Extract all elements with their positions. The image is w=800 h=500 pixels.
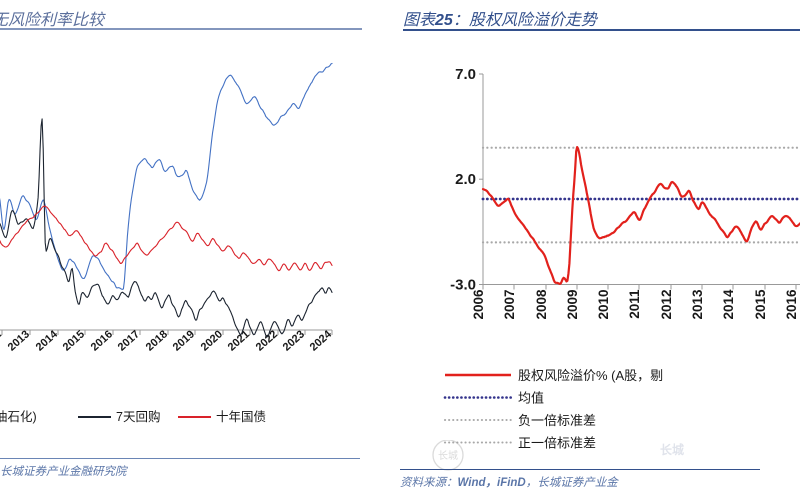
svg-text:2015: 2015 <box>753 289 768 320</box>
svg-text:2.0: 2.0 <box>455 171 476 188</box>
svg-text:7天回购: 7天回购 <box>116 409 160 424</box>
svg-text:2012: 2012 <box>659 290 674 320</box>
svg-text:2007: 2007 <box>502 290 517 320</box>
svg-text:2013: 2013 <box>690 289 705 320</box>
svg-text:长城: 长城 <box>660 442 684 457</box>
svg-text:2020: 2020 <box>199 328 225 353</box>
svg-text:2023: 2023 <box>281 328 307 353</box>
svg-text:均值: 均值 <box>518 391 544 406</box>
svg-text:长城: 长城 <box>438 450 458 462</box>
svg-text:2009: 2009 <box>565 290 580 320</box>
svg-text:2022: 2022 <box>254 328 280 353</box>
svg-text:2016: 2016 <box>89 328 115 353</box>
svg-text:油石化): 油石化) <box>0 410 37 424</box>
svg-text:2010: 2010 <box>596 290 611 320</box>
svg-text:2016: 2016 <box>784 289 799 320</box>
svg-text:2015: 2015 <box>61 328 87 353</box>
svg-text:2017: 2017 <box>116 328 142 353</box>
svg-text:负一倍标准差: 负一倍标准差 <box>518 413 596 428</box>
svg-text:十年国债: 十年国债 <box>216 410 266 424</box>
svg-text:2006: 2006 <box>471 289 486 320</box>
svg-text:2013: 2013 <box>6 328 32 353</box>
svg-text:2014: 2014 <box>721 289 736 320</box>
svg-text:2018: 2018 <box>144 328 170 353</box>
svg-text:2014: 2014 <box>34 328 61 354</box>
svg-text:2008: 2008 <box>534 289 549 320</box>
svg-text:2011: 2011 <box>627 289 642 319</box>
svg-text:7.0: 7.0 <box>455 66 476 83</box>
svg-text:2019: 2019 <box>171 328 197 353</box>
svg-text:2024: 2024 <box>308 328 335 354</box>
svg-text:股权风险溢价% (A股，剔: 股权风险溢价% (A股，剔 <box>518 368 663 383</box>
